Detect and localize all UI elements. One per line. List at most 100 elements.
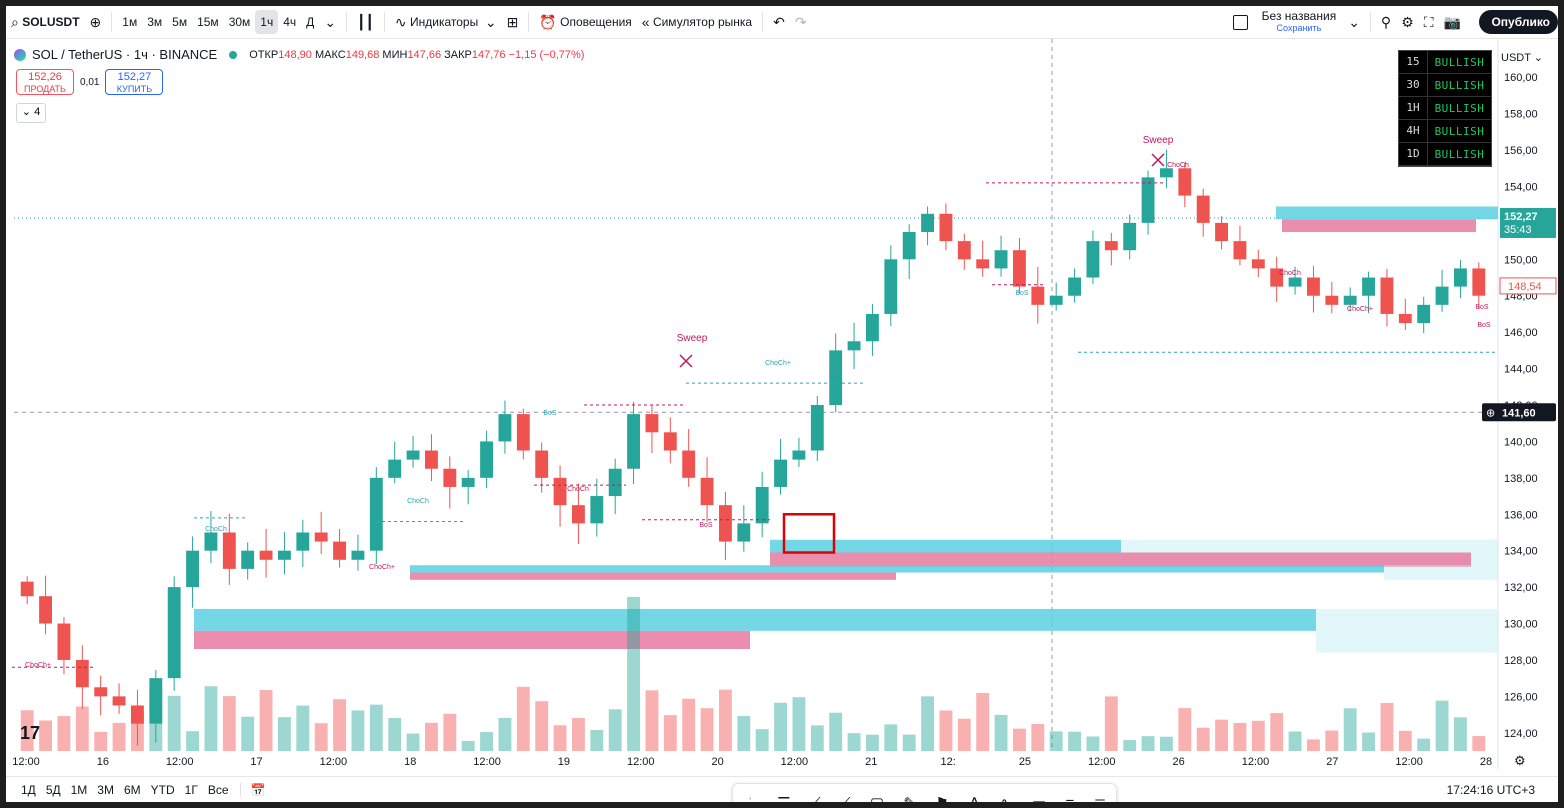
range-0[interactable]: 1Д [21,783,36,797]
candle [737,523,751,542]
trend-line-icon[interactable]: ⟋ [810,795,821,803]
trend-value: BULLISH [1434,147,1485,161]
compare-button[interactable]: ⊕ [85,10,107,34]
volume-bar [1398,730,1412,751]
curve-icon[interactable]: ∿ [1000,794,1013,802]
volume-bar [1362,732,1375,751]
drag-handle-icon[interactable]: ⋮ [743,794,758,802]
symbol-label: SOLUSDT [22,15,80,29]
zone-demand [194,608,1316,631]
highlight-box [782,513,836,554]
close-price-value: 148,54 [1508,281,1542,293]
volume-bar [682,698,696,751]
zone-demand [410,565,1384,573]
timeframe-7[interactable]: Д [306,15,315,29]
flag-icon[interactable]: ⚑ [935,794,948,802]
indicators-button[interactable]: ∿ Индикаторы ⌄ [390,10,502,34]
volume-bar [461,740,475,751]
candle [388,459,402,478]
rewind-icon: « [641,14,650,30]
timeframe-4[interactable]: 30м [228,15,251,29]
time-tick-label: 26 [1173,756,1185,768]
volume-bar [1141,736,1155,751]
candle [719,505,732,542]
timeframe-3[interactable]: 15м [197,15,219,29]
zone-supply [410,572,896,580]
range-2[interactable]: 1М [70,783,88,797]
timeframe-dropdown[interactable]: ⌄ [319,10,341,34]
settings-button[interactable]: ⚙ [1396,10,1419,34]
timeframe-1[interactable]: 3м [147,15,163,29]
redo-button[interactable]: ↷ [790,10,812,34]
rectangle-icon[interactable]: ▢ [870,794,884,802]
candle [663,432,677,451]
candle [608,468,622,497]
candle [351,550,365,560]
goto-date-icon[interactable]: 📅 [239,783,271,797]
currency-selector[interactable]: USDT ⌄ [1501,52,1544,64]
range-3[interactable]: 3М [97,783,114,797]
buy-price: 152,27 [117,71,152,83]
list-icon[interactable]: ≡ [1066,795,1075,803]
candle [1123,222,1137,251]
sell-button[interactable]: 152,26 ПРОДАТЬ [16,69,74,95]
low-value: 147,66 [407,48,442,61]
buy-button[interactable]: 152,27 КУПИТЬ [105,69,164,95]
timeframe-6[interactable]: 4ч [283,15,297,29]
price-tick-label: 146,00 [1504,327,1538,339]
fullscreen-button[interactable]: ⛶ [1419,10,1439,34]
timeframe-5[interactable]: 1ч [255,10,279,34]
price-tick-label: 144,00 [1504,364,1538,376]
divider [1369,12,1371,32]
ray-icon[interactable]: ⟋ [840,795,851,803]
volume-bar [737,716,751,751]
axis-settings-icon[interactable]: ⚙ [1514,753,1526,768]
symbol-search[interactable]: ⌕ SOLUSDT [6,10,85,34]
search-icon: ⌕ [11,14,19,30]
candle [112,696,126,706]
volume-bar [1104,696,1118,751]
undo-button[interactable]: ↶ [768,10,790,34]
range-6[interactable]: 1Г [184,783,198,797]
drawing-toolbar: ⋮ ☰ ⟋ ⟋ ▢ ✎ ⚑ ⋀ ∿ ▭ ≡ ≣ [732,783,1117,802]
buy-label: КУПИТЬ [116,84,153,94]
range-4[interactable]: 6М [123,783,141,797]
timeframe-2[interactable]: 5м [172,15,188,29]
candle [425,450,438,469]
brush-icon[interactable]: ✎ [903,794,916,802]
filter-icon[interactable]: ≣ [1094,794,1107,802]
range-1[interactable]: 5Д [45,783,61,797]
candle [1104,241,1118,251]
timeframe-0[interactable]: 1м [122,15,138,29]
time-tick-label: 28 [1480,756,1492,768]
time-tick-label: 17 [250,756,262,768]
alerts-button[interactable]: ⏰ Оповещения [534,10,636,34]
range-7[interactable]: Все [207,783,229,797]
replay-button[interactable]: « Симулятор рынка [637,10,757,34]
layout-menu[interactable]: Без названия Сохранить ⌄ [1228,8,1365,36]
quick-search-icon: ⚲ [1380,14,1392,30]
add-alert-icon[interactable]: ⊕ [1486,407,1495,419]
comment-icon[interactable]: ▭ [1032,794,1046,802]
indicators-collapse-button[interactable]: ⌄ 4 [16,103,46,123]
publish-button[interactable]: Опублико [1479,10,1558,34]
time-tick-label: 12:00 [473,756,501,768]
price-chart[interactable]: 160,00158,00156,00154,00152,00150,00148,… [6,39,1558,769]
trend-row: 4H BULLISH [1399,120,1491,143]
chart-type-button[interactable]: ┃┃ [352,10,379,34]
chart-area[interactable]: 160,00158,00156,00154,00152,00150,00148,… [6,39,1558,802]
path-icon[interactable]: ⋀ [968,794,980,802]
camera-icon: 📷 [1443,14,1461,30]
volume-bar [1270,713,1284,751]
quick-search-button[interactable]: ⚲ [1376,10,1396,34]
range-5[interactable]: YTD [150,783,175,797]
snapshot-button[interactable]: 📷 [1439,10,1466,34]
fib-retracement-icon[interactable]: ☰ [777,794,790,802]
low-label: МИН [382,48,408,61]
candle [1472,268,1486,296]
templates-button[interactable]: ⊞ [502,10,524,34]
structure-label: ChoCh [567,486,589,493]
volume-bar [498,717,512,751]
volume-bar [755,729,769,751]
trend-timeframe: 15 [1399,51,1428,73]
